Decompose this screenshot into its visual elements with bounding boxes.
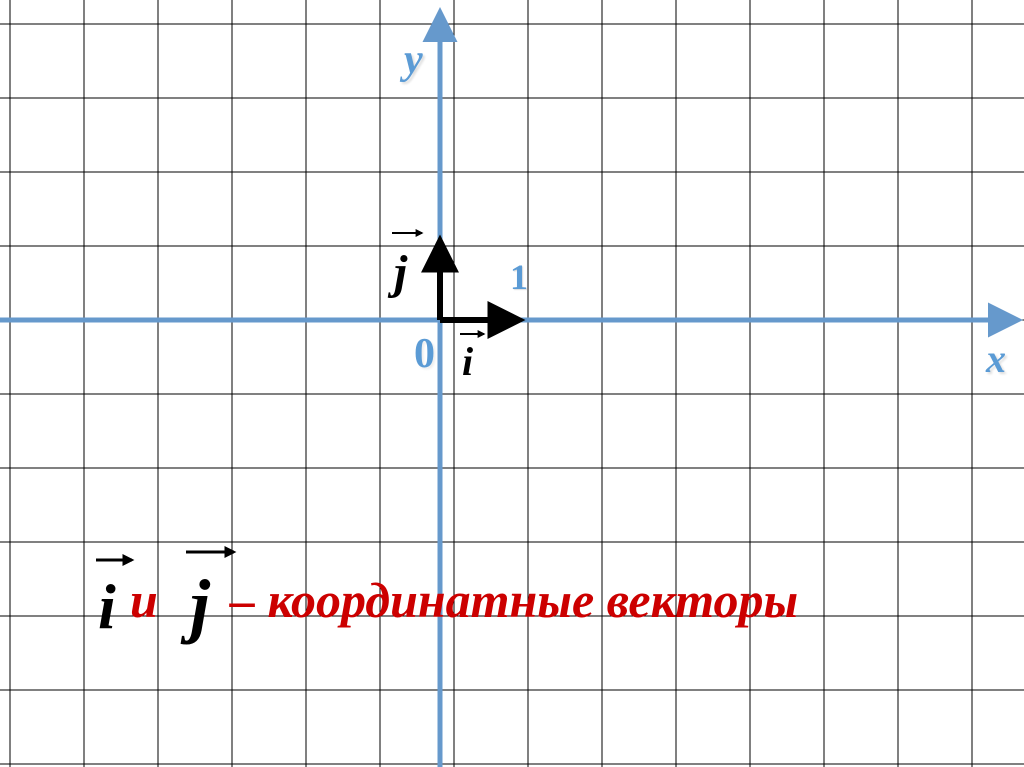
x-axis-label: x — [986, 335, 1006, 382]
unit-vector-j-label: j — [394, 245, 407, 300]
origin-label: 0 — [414, 330, 435, 378]
tick-1-label: 1 — [510, 256, 528, 298]
coordinate-plane-diagram: y x 0 1 j i i и j – координатные векторы — [0, 0, 1024, 767]
unit-vector-i-label: i — [462, 338, 473, 385]
caption-i-symbol: i — [98, 570, 116, 644]
caption-conjunction: и — [130, 571, 158, 629]
caption-j-symbol: j — [190, 564, 210, 647]
y-axis-label: y — [404, 36, 423, 84]
caption-text: – координатные векторы — [230, 571, 798, 629]
plot-svg — [0, 0, 1024, 767]
